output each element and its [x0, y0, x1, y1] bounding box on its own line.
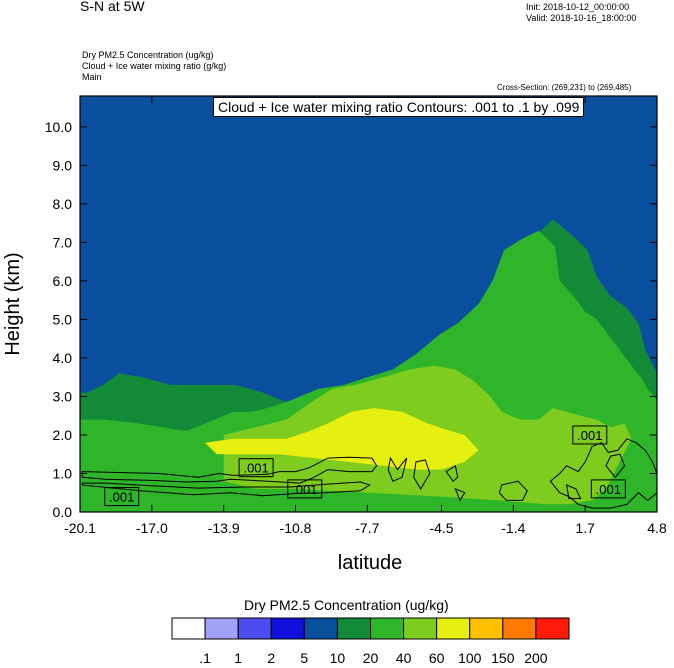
cloud-contour-2: [387, 456, 408, 482]
y-tick-label: 6.0: [53, 273, 73, 289]
cloud-contour-6: [454, 487, 466, 502]
x-tick-label: 4.8: [647, 520, 667, 536]
cloud-contour-5: [498, 480, 528, 501]
colorbar: .1 1 2 5 10 20 40 60 100 150 200: [171, 617, 570, 666]
contour-label-box-3: [572, 425, 608, 445]
colorbar-swatch: [469, 617, 504, 640]
contour-label-box-1: [104, 487, 140, 507]
y-tick-label: 10.0: [45, 119, 72, 135]
y-tick-label: 7.0: [53, 234, 73, 250]
colorbar-level-label: 1: [234, 650, 242, 666]
contour-info-label: Cloud + Ice water mixing ratio Contours:…: [213, 97, 585, 117]
cross-section-label: Cross-Section: (269,231) to (269,485): [497, 83, 632, 92]
cloud-contour-8: [605, 453, 626, 479]
x-tick-label: -1.4: [501, 520, 525, 536]
pm25-fill-layer: [80, 96, 657, 512]
cloud-contour-9: [565, 484, 582, 499]
cloud-contour-7: [549, 438, 657, 509]
colorbar-title: Dry PM2.5 Concentration (ug/kg): [244, 597, 449, 613]
contour-label-box-0: [238, 458, 274, 478]
y-tick-label: 3.0: [53, 388, 73, 404]
colorbar-swatch: [436, 617, 471, 640]
colorbar-level-label: 150: [491, 650, 515, 666]
x-axis-label: latitude: [338, 552, 403, 574]
contour-label-box-2: [287, 479, 323, 499]
contour-label-3: .001: [577, 428, 602, 443]
x-axis: -20.1 -17.0 -13.9 -10.8 -7.7 -4.5 -1.4 1.7 4.8: [64, 96, 667, 536]
contour-label-1: .001: [109, 490, 134, 505]
contour-label-0: .001: [243, 461, 268, 476]
field-label-pm25: Dry PM2.5 Concentration (ug/kg): [82, 50, 214, 60]
pm25-region-10-6: [80, 96, 657, 408]
x-tick-label: -13.9: [208, 520, 240, 536]
colorbar-level-label: 200: [524, 650, 548, 666]
contour-value-labels: .001 .001 .001 .001 .001: [104, 425, 626, 507]
x-tick-label: -7.7: [355, 520, 379, 536]
colorbar-swatch: [336, 617, 371, 640]
colorbar-swatch: [370, 617, 405, 640]
colorbar-level-label: 20: [363, 650, 379, 666]
x-tick-label: -10.8: [280, 520, 312, 536]
colorbar-swatch: [502, 617, 537, 640]
chart-title: S-N at 5W: [80, 0, 145, 14]
init-time: Init: 2018-10-12_00:00:00: [526, 2, 630, 12]
y-tick-label: 4.0: [53, 350, 73, 366]
x-tick-label: 1.7: [575, 520, 595, 536]
x-tick-label: -4.5: [429, 520, 453, 536]
colorbar-swatch: [171, 617, 206, 640]
y-tick-label: 0.0: [53, 504, 73, 520]
colorbar-level-label: .1: [199, 650, 211, 666]
y-tick-label: 1.0: [53, 465, 73, 481]
plot-frame: [79, 95, 658, 513]
cloud-contour-1: [81, 481, 371, 497]
colorbar-swatch: [535, 617, 570, 640]
x-tick-label: -20.1: [64, 520, 96, 536]
cloud-contour-3: [413, 459, 431, 490]
y-axis: 0.0 1.0 2.0 3.0 4.0 5.0 6.0 7.0 8.0 9.0 10.0: [45, 119, 657, 520]
field-label-main: Main: [82, 72, 102, 82]
cloud-contour-4: [445, 464, 459, 482]
y-tick-label: 8.0: [53, 196, 73, 212]
pm25-region-100-10: [205, 408, 479, 470]
y-tick-label: 9.0: [53, 157, 73, 173]
colorbar-swatch: [403, 617, 438, 640]
colorbar-level-label: 5: [300, 650, 308, 666]
colorbar-swatch: [303, 617, 338, 640]
time-info: Init: 2018-10-12_00:00:00 Valid: 2018-10…: [526, 2, 636, 24]
contour-label-2: .001: [292, 482, 317, 497]
y-tick-label: 5.0: [53, 311, 73, 327]
colorbar-level-label: 40: [396, 650, 412, 666]
field-label-cloud: Cloud + Ice water mixing ratio (g/kg): [82, 61, 227, 71]
colorbar-swatch: [270, 617, 305, 640]
colorbar-level-label: 100: [458, 650, 482, 666]
valid-time: Valid: 2018-10-16_18:00:00: [526, 13, 637, 23]
colorbar-level-label: 2: [267, 650, 275, 666]
y-tick-label: 2.0: [53, 427, 73, 443]
colorbar-swatch: [237, 617, 272, 640]
colorbar-level-label: 60: [429, 650, 445, 666]
colorbar-level-label: 10: [330, 650, 346, 666]
contour-label-box-4: [590, 479, 626, 499]
contour-label-4: .001: [596, 482, 621, 497]
y-axis-label: Height (km): [2, 252, 24, 355]
colorbar-swatch: [204, 617, 239, 640]
x-tick-label: -17.0: [136, 520, 168, 536]
